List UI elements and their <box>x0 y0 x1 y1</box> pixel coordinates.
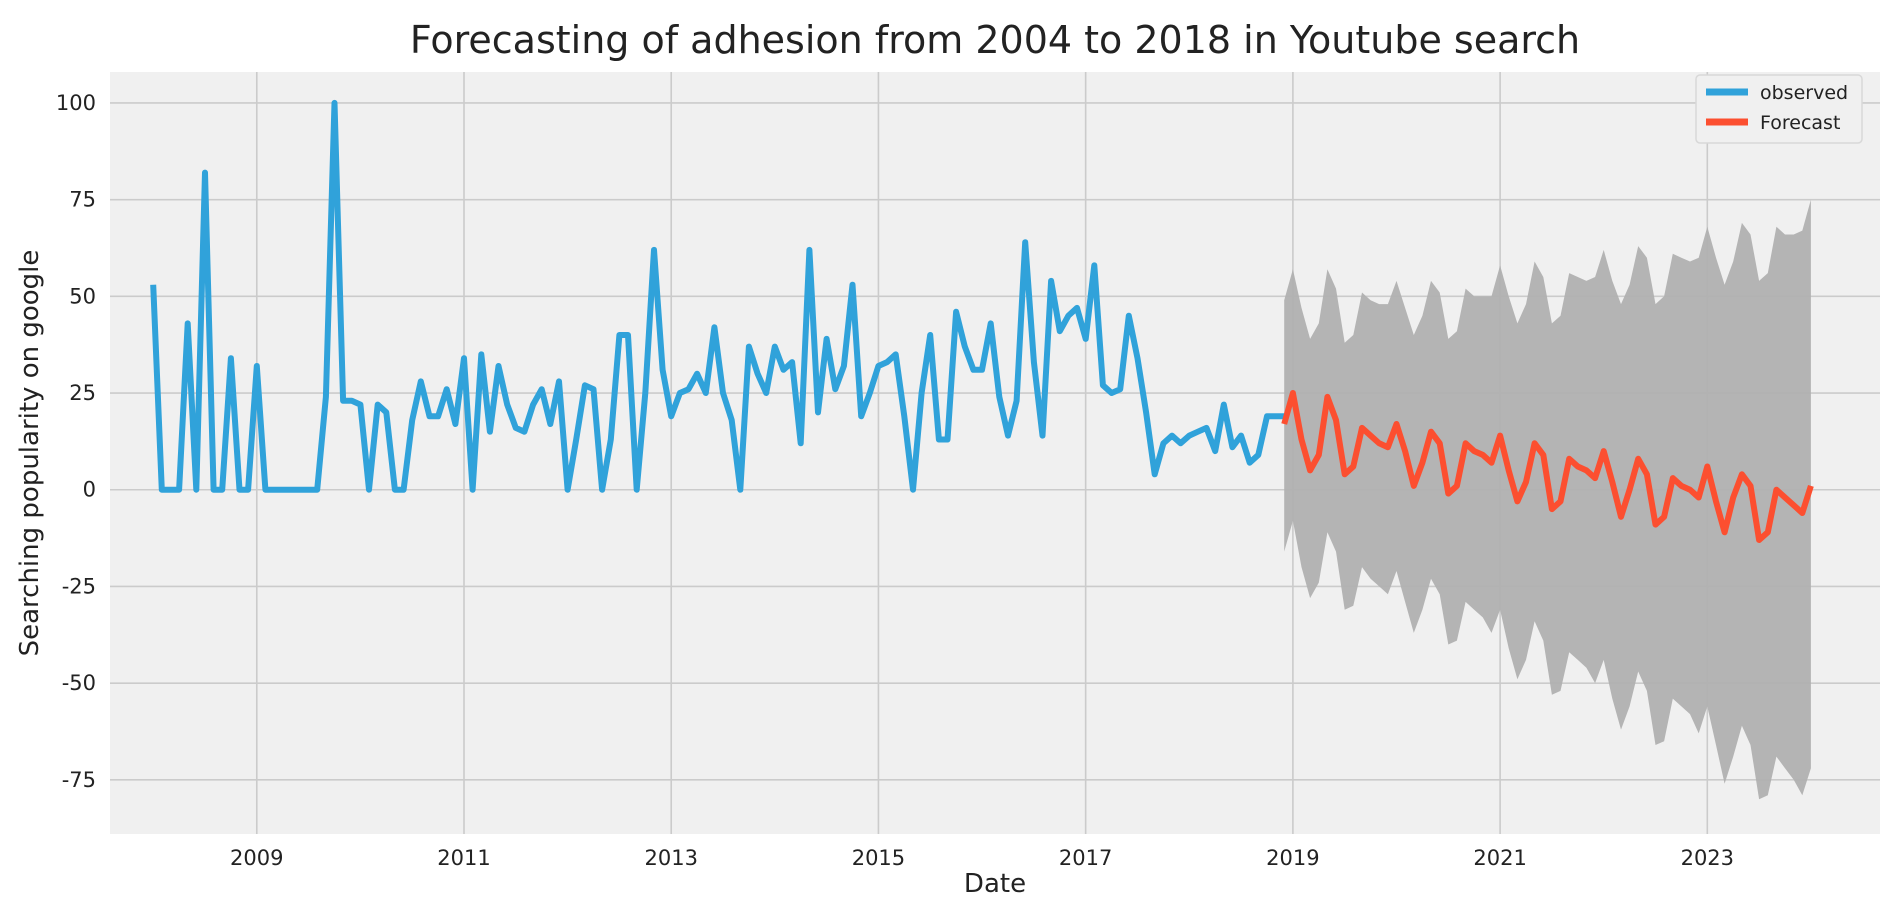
y-axis-label: Searching popularity on google <box>15 250 45 657</box>
legend: observed Forecast <box>1695 74 1863 144</box>
y-tick-label: 100 <box>56 91 96 115</box>
y-tick-label: 75 <box>69 188 96 212</box>
y-tick-label: -50 <box>62 671 96 695</box>
y-tick-label: 25 <box>69 381 96 405</box>
series-line-forecast <box>1281 390 1814 543</box>
legend-label-observed: observed <box>1760 82 1848 104</box>
x-tick-label: 2021 <box>1473 846 1526 870</box>
y-tick-label: -25 <box>62 574 96 598</box>
x-tick-label: 2009 <box>230 846 283 870</box>
x-tick-label: 2019 <box>1266 846 1319 870</box>
series-lines <box>150 99 1814 543</box>
y-tick-label: 50 <box>69 284 96 308</box>
series-line-observed <box>150 99 1285 493</box>
x-tick-label: 2013 <box>644 846 697 870</box>
x-tick-label: 2023 <box>1681 846 1734 870</box>
chart-title: Forecasting of adhesion from 2004 to 201… <box>410 18 1580 62</box>
x-tick-label: 2017 <box>1059 846 1112 870</box>
x-axis-label: Date <box>964 869 1026 899</box>
y-tick-label: 0 <box>83 478 96 502</box>
x-tick-label: 2011 <box>437 846 490 870</box>
y-tick-labels: 100 75 50 25 0 -25 -50 -75 <box>56 91 96 792</box>
x-tick-label: 2015 <box>852 846 905 870</box>
legend-label-forecast: Forecast <box>1760 112 1840 134</box>
x-tick-labels: 2009 2011 2013 2015 2017 2019 2021 2023 <box>230 846 1734 870</box>
y-tick-label: -75 <box>62 768 96 792</box>
